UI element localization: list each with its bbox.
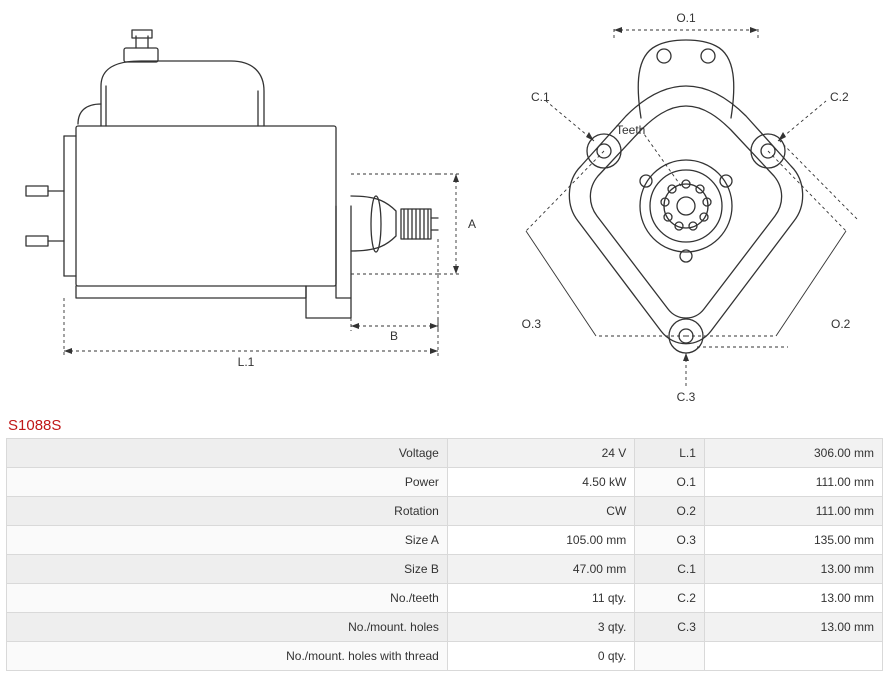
table-row: Power4.50 kWO.1111.00 mm	[7, 468, 883, 497]
spec-value: 13.00 mm	[704, 584, 882, 613]
spec-value: 3 qty.	[447, 613, 634, 642]
spec-value: 111.00 mm	[704, 497, 882, 526]
spec-value: 13.00 mm	[704, 555, 882, 584]
spec-value: 0 qty.	[447, 642, 634, 671]
spec-value: 135.00 mm	[704, 526, 882, 555]
table-row: Size A105.00 mmO.3135.00 mm	[7, 526, 883, 555]
spec-label: Power	[7, 468, 448, 497]
spec-label: L.1	[635, 439, 705, 468]
dim-label-b: B	[390, 329, 398, 343]
spec-value: CW	[447, 497, 634, 526]
part-id: S1088S	[8, 417, 883, 434]
dim-label-l1: L.1	[238, 355, 255, 369]
spec-table: Voltage24 VL.1306.00 mmPower4.50 kWO.111…	[6, 438, 883, 671]
table-row: Voltage24 VL.1306.00 mm	[7, 439, 883, 468]
spec-label: Voltage	[7, 439, 448, 468]
spec-value: 105.00 mm	[447, 526, 634, 555]
spec-label: Rotation	[7, 497, 448, 526]
dim-label-o3: O.3	[522, 317, 542, 331]
dim-label-c1: C.1	[531, 90, 550, 104]
spec-label: Size B	[7, 555, 448, 584]
spec-value	[704, 642, 882, 671]
spec-label: No./mount. holes	[7, 613, 448, 642]
front-view-diagram: O.1 O.2 O.3 C.1 C.2 C.3 Teeth	[486, 6, 886, 411]
spec-label: C.3	[635, 613, 705, 642]
dim-label-o2: O.2	[831, 317, 851, 331]
spec-value: 13.00 mm	[704, 613, 882, 642]
spec-value: 4.50 kW	[447, 468, 634, 497]
table-row: RotationCWO.2111.00 mm	[7, 497, 883, 526]
spec-label: C.1	[635, 555, 705, 584]
side-view-diagram: L.1 B A	[6, 6, 476, 376]
spec-value: 306.00 mm	[704, 439, 882, 468]
spec-label: No./mount. holes with thread	[7, 642, 448, 671]
spec-label: Size A	[7, 526, 448, 555]
spec-label: O.2	[635, 497, 705, 526]
spec-label: No./teeth	[7, 584, 448, 613]
dim-label-teeth: Teeth	[616, 123, 645, 137]
spec-value: 47.00 mm	[447, 555, 634, 584]
dim-label-o1: O.1	[676, 11, 696, 25]
spec-label: O.3	[635, 526, 705, 555]
diagram-row: L.1 B A	[6, 6, 883, 411]
spec-label: C.2	[635, 584, 705, 613]
spec-value: 24 V	[447, 439, 634, 468]
table-row: No./mount. holes3 qty.C.313.00 mm	[7, 613, 883, 642]
spec-value: 11 qty.	[447, 584, 634, 613]
spec-value: 111.00 mm	[704, 468, 882, 497]
table-row: No./teeth11 qty.C.213.00 mm	[7, 584, 883, 613]
spec-label: O.1	[635, 468, 705, 497]
dim-label-c3: C.3	[677, 390, 696, 404]
dim-label-c2: C.2	[830, 90, 849, 104]
table-row: Size B47.00 mmC.113.00 mm	[7, 555, 883, 584]
spec-label	[635, 642, 705, 671]
dim-label-a: A	[468, 217, 476, 231]
table-row: No./mount. holes with thread0 qty.	[7, 642, 883, 671]
